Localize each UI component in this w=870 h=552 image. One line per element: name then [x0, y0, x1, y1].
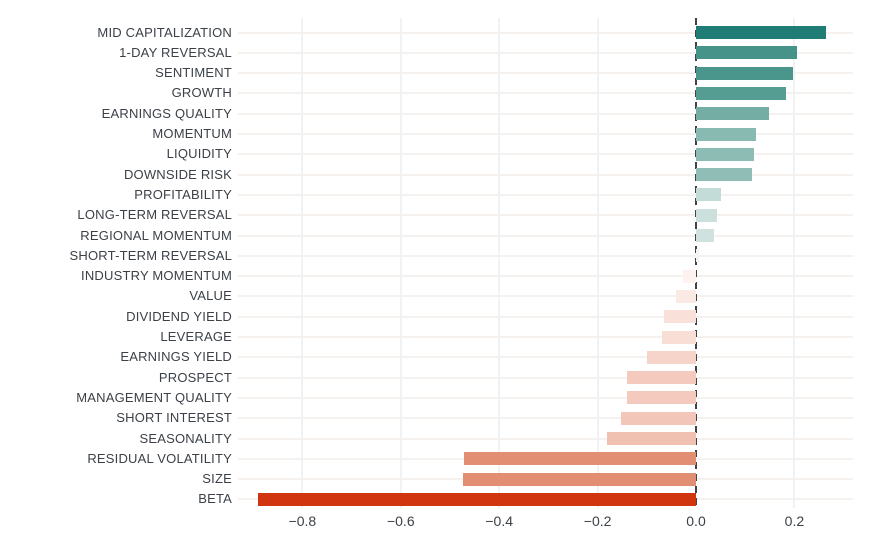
gridline-horizontal: [238, 356, 853, 359]
x-axis-tick-label: 0.0: [686, 513, 706, 529]
x-axis-tick-label: −0.2: [583, 513, 612, 529]
gridline-horizontal: [238, 31, 853, 34]
bar-regional-momentum: [696, 229, 714, 242]
zero-line: [695, 18, 697, 508]
bar-prospect: [626, 371, 696, 385]
gridline-vertical: [498, 18, 501, 508]
y-axis-label: DIVIDEND YIELD: [126, 308, 232, 324]
bar-long-term-reversal: [696, 208, 717, 222]
y-axis-label: BETA: [198, 491, 232, 507]
bar-residual-volatility: [463, 452, 696, 466]
bar-downside-risk: [696, 168, 753, 182]
gridline-horizontal: [238, 133, 853, 135]
y-axis-label: SENTIMENT: [155, 65, 232, 81]
bar-sentiment: [696, 66, 793, 80]
bar-seasonality: [607, 432, 696, 445]
bar-management-quality: [627, 391, 696, 405]
bar-momentum: [696, 127, 756, 141]
gridline-horizontal: [238, 254, 853, 257]
gridline-horizontal: [238, 173, 853, 176]
gridline-horizontal: [238, 336, 853, 338]
bar-earnings-quality: [696, 107, 770, 121]
y-axis-label: PROFITABILITY: [134, 186, 232, 202]
y-axis-label: MOMENTUM: [152, 126, 232, 141]
y-axis-label: EARNINGS QUALITY: [101, 105, 232, 121]
bar-industry-momentum: [682, 269, 696, 283]
bar-growth: [696, 86, 786, 100]
y-axis-label: INDUSTRY MOMENTUM: [81, 268, 232, 284]
bar-leverage: [661, 330, 696, 344]
gridline-horizontal: [238, 193, 853, 196]
gridline-horizontal: [238, 234, 853, 237]
gridline-horizontal: [238, 275, 853, 278]
y-axis-label: SEASONALITY: [139, 430, 232, 446]
y-axis-label: PROSPECT: [158, 369, 232, 385]
bar-dividend-yield: [663, 310, 696, 324]
y-axis-label: RESIDUAL VOLATILITY: [87, 450, 232, 466]
x-axis-tick-label: −0.6: [386, 513, 415, 529]
gridline-horizontal: [238, 417, 853, 420]
gridline-horizontal: [238, 376, 853, 379]
y-axis-label: MANAGEMENT QUALITY: [76, 389, 232, 405]
gridline-horizontal: [238, 295, 853, 298]
x-axis-tick-label: 0.2: [784, 513, 805, 529]
y-axis-label: EARNINGS YIELD: [120, 349, 232, 365]
y-axis-label: LEVERAGE: [160, 329, 232, 344]
gridline-horizontal: [238, 214, 853, 217]
gridline-horizontal: [238, 153, 853, 156]
bar-earnings-yield: [647, 350, 696, 364]
x-axis-tick-label: −0.4: [485, 513, 513, 529]
gridline-vertical: [301, 18, 304, 508]
gridline-horizontal: [238, 315, 853, 318]
gridline-horizontal: [238, 437, 853, 440]
gridline-vertical: [596, 18, 599, 508]
y-axis-label: LONG-TERM REVERSAL: [77, 207, 232, 223]
y-axis-label: LIQUIDITY: [166, 146, 232, 162]
bar-short-term-reversal: [696, 249, 699, 263]
y-axis-label: REGIONAL MOMENTUM: [80, 227, 232, 243]
y-axis-label: MID CAPITALIZATION: [97, 24, 232, 40]
gridline-horizontal: [238, 92, 853, 95]
y-axis-label: VALUE: [189, 288, 232, 304]
gridline-vertical: [793, 18, 796, 508]
y-axis-label: SHORT INTEREST: [116, 410, 232, 426]
bar-beta: [257, 492, 696, 506]
gridline-horizontal: [238, 396, 853, 399]
gridline-horizontal: [238, 112, 853, 115]
y-axis-label: SIZE: [202, 471, 232, 487]
y-axis-label: GROWTH: [171, 85, 232, 101]
bar-mid-capitalization: [696, 26, 827, 39]
gridline-horizontal: [238, 72, 853, 75]
gridline-vertical: [399, 18, 402, 508]
bar-profitability: [696, 188, 721, 202]
bar-size: [463, 472, 696, 486]
bar-value: [675, 289, 696, 303]
bar-1-day-reversal: [696, 46, 797, 60]
y-axis-label: 1-DAY REVERSAL: [119, 44, 232, 60]
gridline-horizontal: [238, 51, 853, 54]
bar-short-interest: [621, 411, 696, 425]
y-axis-label: DOWNSIDE RISK: [123, 166, 232, 182]
y-axis-label: SHORT-TERM REVERSAL: [69, 247, 232, 263]
x-axis-tick-label: −0.8: [288, 513, 317, 529]
bar-liquidity: [696, 147, 754, 161]
